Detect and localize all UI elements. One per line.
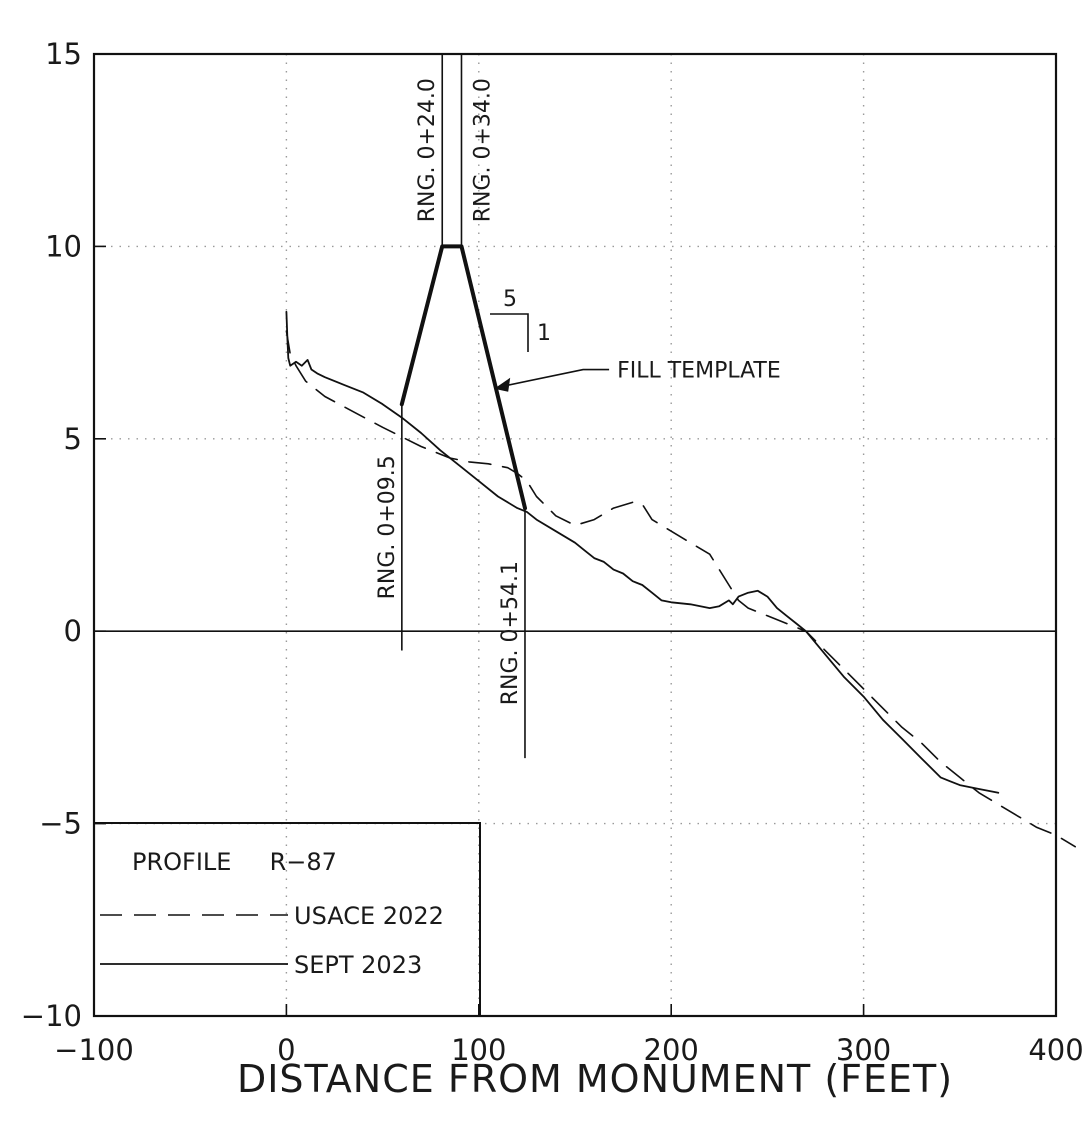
series-layer: [285, 244, 1076, 848]
y-tick-label: 0: [64, 614, 82, 648]
range-marker-label: RNG. 0+09.5: [375, 455, 400, 599]
y-tick-label: −10: [21, 999, 82, 1033]
sept-2023-line: [285, 310, 1000, 794]
x-tick-label: −100: [54, 1033, 134, 1067]
range-marker-label: RNG. 0+24.0: [415, 78, 440, 222]
x-tick-label: 100: [451, 1033, 506, 1067]
fill-template-line: [399, 244, 527, 511]
legend-label-sept: SEPT 2023: [294, 951, 422, 979]
slope-indicator: [490, 313, 529, 352]
x-tick-label: 400: [1028, 1033, 1083, 1067]
legend-box: [94, 822, 481, 1016]
legend-label-usace: USACE 2022: [294, 902, 444, 930]
x-axis-title: DISTANCE FROM MONUMENT (FEET): [237, 1057, 953, 1101]
legend-layer: PROFILE R−87 USACE 2022 SEPT 2023: [94, 822, 481, 1016]
plot-border: [92, 52, 1058, 1018]
fill-template-leader: [500, 368, 610, 388]
slope-run-label: 5: [503, 287, 517, 312]
annotation-layer: FILL TEMPLATE 51: [490, 287, 781, 392]
fill-template-arrowhead: [494, 377, 511, 392]
plot-frame: [92, 52, 1058, 1018]
x-tick-label: 200: [644, 1033, 699, 1067]
range-marker-label: RNG. 0+54.1: [498, 561, 523, 705]
y-tick-label: 10: [45, 229, 82, 263]
legend-title: PROFILE R−87: [132, 848, 337, 876]
y-tick-label: 5: [64, 422, 82, 456]
range-marker-label: RNG. 0+34.0: [470, 78, 495, 222]
usace-2022-line: [285, 330, 1076, 848]
y-tick-label: −5: [39, 807, 82, 841]
y-tick-label: 15: [45, 37, 82, 71]
slope-rise-label: 1: [537, 321, 551, 346]
range-marker-layer: RNG. 0+24.0 RNG. 0+34.0 RNG. 0+09.5 RNG. 0+…: [375, 54, 526, 759]
fill-template-label: FILL TEMPLATE: [617, 359, 781, 384]
x-tick-label: 0: [277, 1033, 295, 1067]
x-tick-label: 300: [836, 1033, 891, 1067]
